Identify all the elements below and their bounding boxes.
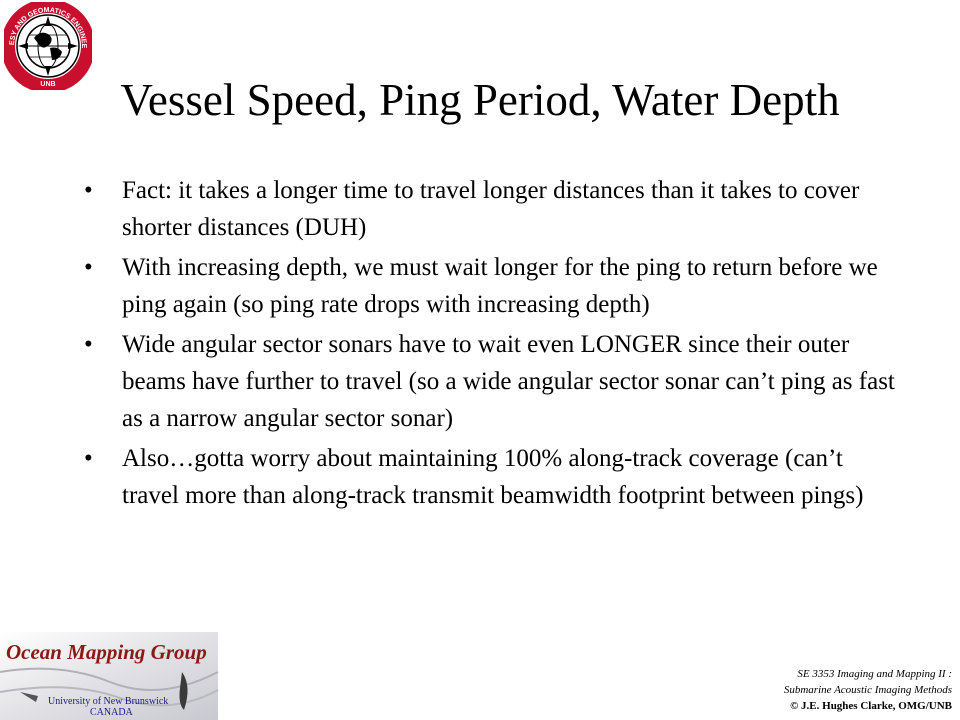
bullet-marker: •: [84, 331, 93, 358]
footer-copyright: © J.E. Hughes Clarke, OMG/UNB: [790, 700, 952, 712]
seal-sub-text: UNB: [40, 81, 55, 88]
geodesy-engineering-seal-logo: GEODESY AND GEOMATICS ENGINEERING UNB: [4, 2, 92, 90]
footer-credits: SE 3353 Imaging and Mapping II : Submari…: [784, 666, 952, 714]
footer-subtitle: Submarine Acoustic Imaging Methods: [783, 684, 952, 696]
bullet-text: Fact: it takes a longer time to travel l…: [122, 177, 860, 241]
bullet-item: • With increasing depth, we must wait lo…: [80, 249, 900, 323]
slide-title: Vessel Speed, Ping Period, Water Depth: [120, 75, 840, 125]
ocean-mapping-group-title: Ocean Mapping Group: [6, 640, 207, 664]
bullet-marker: •: [84, 177, 93, 204]
bullet-item: • Fact: it takes a longer time to travel…: [80, 172, 900, 246]
bullet-marker: •: [84, 445, 93, 472]
ocean-mapping-group-logo: [0, 632, 219, 720]
unb-name: University of New Brunswick: [48, 696, 169, 707]
bullet-marker: •: [84, 254, 93, 281]
bullet-item: • Wide angular sector sonars have to wai…: [80, 326, 900, 437]
footer-course: SE 3353 Imaging and Mapping II :: [797, 668, 952, 680]
bullet-item: • Also…gotta worry about maintaining 100…: [80, 440, 900, 514]
bullet-list: • Fact: it takes a longer time to travel…: [80, 172, 900, 517]
bullet-text: Wide angular sector sonars have to wait …: [122, 331, 895, 432]
bullet-text: Also…gotta worry about maintaining 100% …: [122, 445, 864, 509]
unb-country: CANADA: [90, 707, 133, 718]
bullet-text: With increasing depth, we must wait long…: [122, 254, 878, 318]
